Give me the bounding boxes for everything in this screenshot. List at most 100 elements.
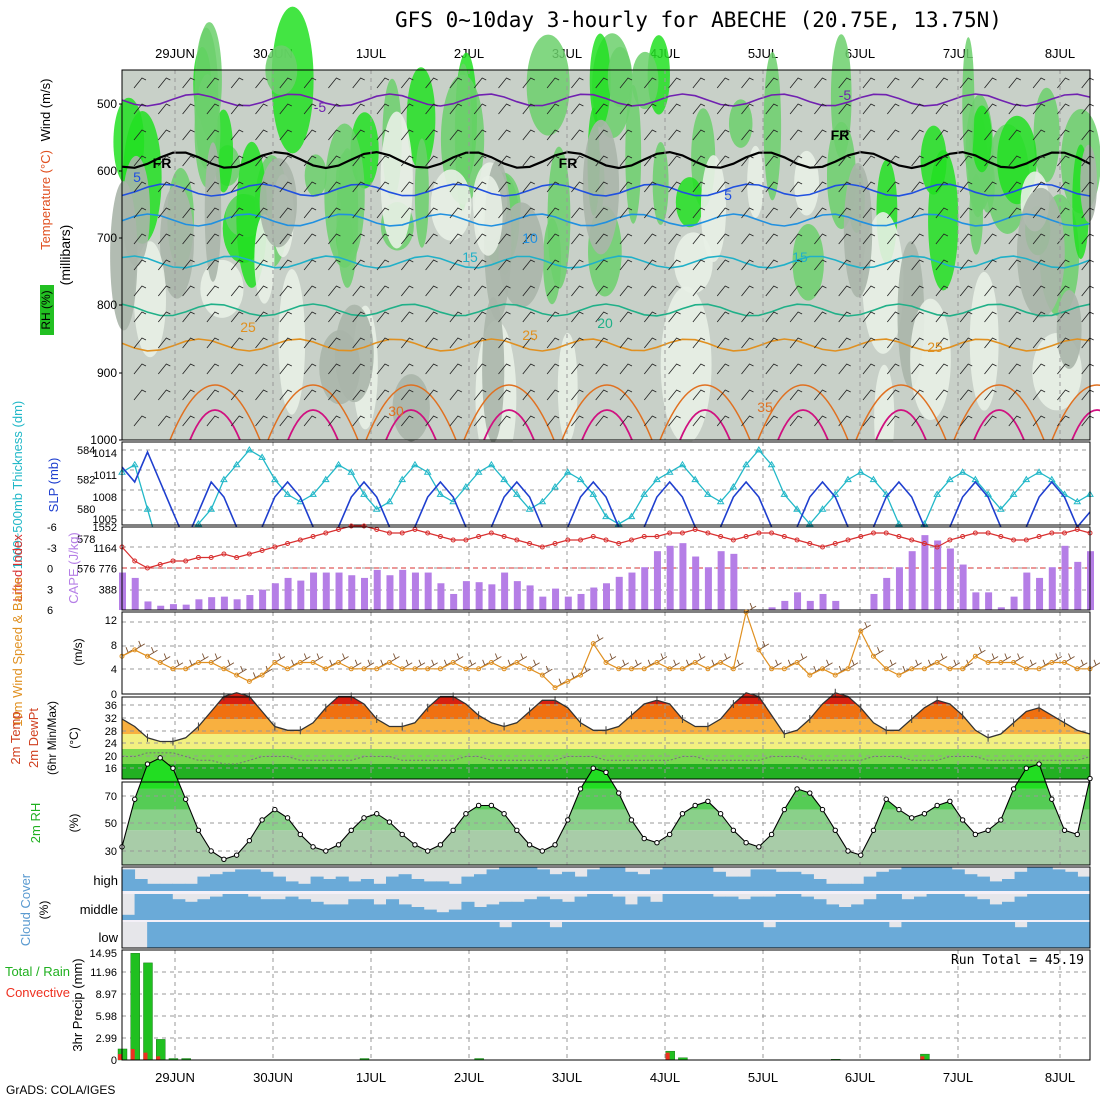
wind-barb xyxy=(425,129,438,141)
wind-barb xyxy=(255,337,268,349)
humidity-shading xyxy=(482,297,505,443)
wind-barb xyxy=(935,129,949,141)
thickness-point xyxy=(1022,475,1031,483)
wind-barb xyxy=(911,363,924,375)
contour-label: FR xyxy=(153,155,172,171)
wind-barb xyxy=(133,233,147,245)
wind-barb xyxy=(838,337,851,349)
wind-speed-point xyxy=(285,666,291,672)
date-label-top: 6JUL xyxy=(845,46,875,61)
isotherm-30 xyxy=(267,384,359,441)
wind-barb xyxy=(935,337,949,349)
wind-barb xyxy=(814,311,827,323)
wind-barb xyxy=(1032,337,1046,349)
wind-barb xyxy=(789,181,803,193)
cloud-bar xyxy=(662,922,676,948)
cloud-bar xyxy=(562,922,576,948)
wind-barb xyxy=(959,311,973,323)
wind-barb xyxy=(1032,285,1046,297)
isotherm-5 xyxy=(121,183,1091,197)
wind-barb xyxy=(668,155,681,167)
wind-barb xyxy=(1032,129,1046,141)
wind-barb xyxy=(1057,77,1070,89)
wind-barb xyxy=(206,285,220,297)
wind-barb xyxy=(838,311,851,323)
cloud-bar xyxy=(310,901,324,920)
cloud-bar xyxy=(650,901,664,920)
rh-point xyxy=(616,790,622,796)
wind-barb xyxy=(255,155,268,167)
humidity-shading xyxy=(406,67,436,170)
cloud-bar xyxy=(386,899,400,920)
rh-point xyxy=(972,831,979,838)
wind-barb xyxy=(1032,233,1046,245)
cape-bar xyxy=(284,577,292,610)
cloud-bar xyxy=(650,869,664,891)
wind-barb xyxy=(376,155,390,167)
cape-bar xyxy=(934,540,942,610)
wind-barb xyxy=(571,103,584,115)
wind-speed-point xyxy=(488,660,494,665)
cloud-bar xyxy=(1064,894,1078,920)
cloud-bar xyxy=(876,894,890,920)
wind-barb xyxy=(765,181,778,193)
wind-barb xyxy=(279,155,292,167)
cloud-bar xyxy=(976,922,990,948)
wind-barb xyxy=(182,233,195,245)
lifted-index-point xyxy=(386,530,392,536)
wind-barb xyxy=(206,155,220,167)
cloud-bar xyxy=(1077,922,1091,948)
cloud-bar xyxy=(939,867,953,891)
rh-point xyxy=(437,842,444,848)
wind-barb xyxy=(935,363,949,375)
wind-barb xyxy=(546,311,560,323)
cloud-bar xyxy=(210,896,224,920)
wind-barb xyxy=(692,207,706,219)
cloud-bar xyxy=(951,894,965,920)
cloud-bar xyxy=(499,901,513,920)
wind-barb xyxy=(643,207,657,219)
wind-barb xyxy=(255,207,268,219)
lifted-index-point xyxy=(348,523,354,529)
cloud-bar xyxy=(1027,922,1041,948)
wind-barb xyxy=(303,155,317,167)
wind-speed-point xyxy=(183,666,189,672)
wind-barb xyxy=(765,337,778,349)
wind-barb xyxy=(473,103,487,115)
cloud-bar xyxy=(687,894,701,920)
wind-barb xyxy=(741,285,754,297)
thickness-point xyxy=(856,468,865,475)
cloud-bar xyxy=(851,922,865,948)
wind-barb xyxy=(498,181,511,193)
humidity-shading xyxy=(728,99,753,148)
wind-barb xyxy=(571,259,584,271)
wind-barb xyxy=(571,363,584,375)
cloud-bar xyxy=(587,922,601,948)
lifted-index-point xyxy=(437,534,443,539)
lifted-index-point xyxy=(870,530,876,536)
wind-barb xyxy=(498,311,511,323)
rh-point xyxy=(424,848,431,854)
rh-point xyxy=(1010,786,1017,792)
wind-barb xyxy=(255,77,268,89)
wind-barb xyxy=(352,337,365,349)
wind-barb xyxy=(303,103,317,115)
wind-barb xyxy=(400,363,414,375)
contour-label: 35 xyxy=(757,399,773,415)
rh-point xyxy=(374,811,380,817)
cloud-bar xyxy=(675,894,689,920)
wind-barb xyxy=(619,337,633,349)
wind-barb xyxy=(376,259,390,271)
cloud-bar xyxy=(813,899,827,920)
cloud-bar xyxy=(788,894,802,920)
wind-barb xyxy=(838,103,851,115)
wind-barb xyxy=(206,129,220,141)
rh-point xyxy=(132,796,138,802)
wind-barb xyxy=(449,311,463,323)
thickness-tick-label: 580 xyxy=(77,504,95,516)
thickness-point xyxy=(194,520,203,527)
wind-barb xyxy=(959,363,973,375)
date-label-bottom: 4JUL xyxy=(650,1070,680,1085)
wind-barb xyxy=(789,285,803,297)
wind-speed-point xyxy=(361,666,367,672)
